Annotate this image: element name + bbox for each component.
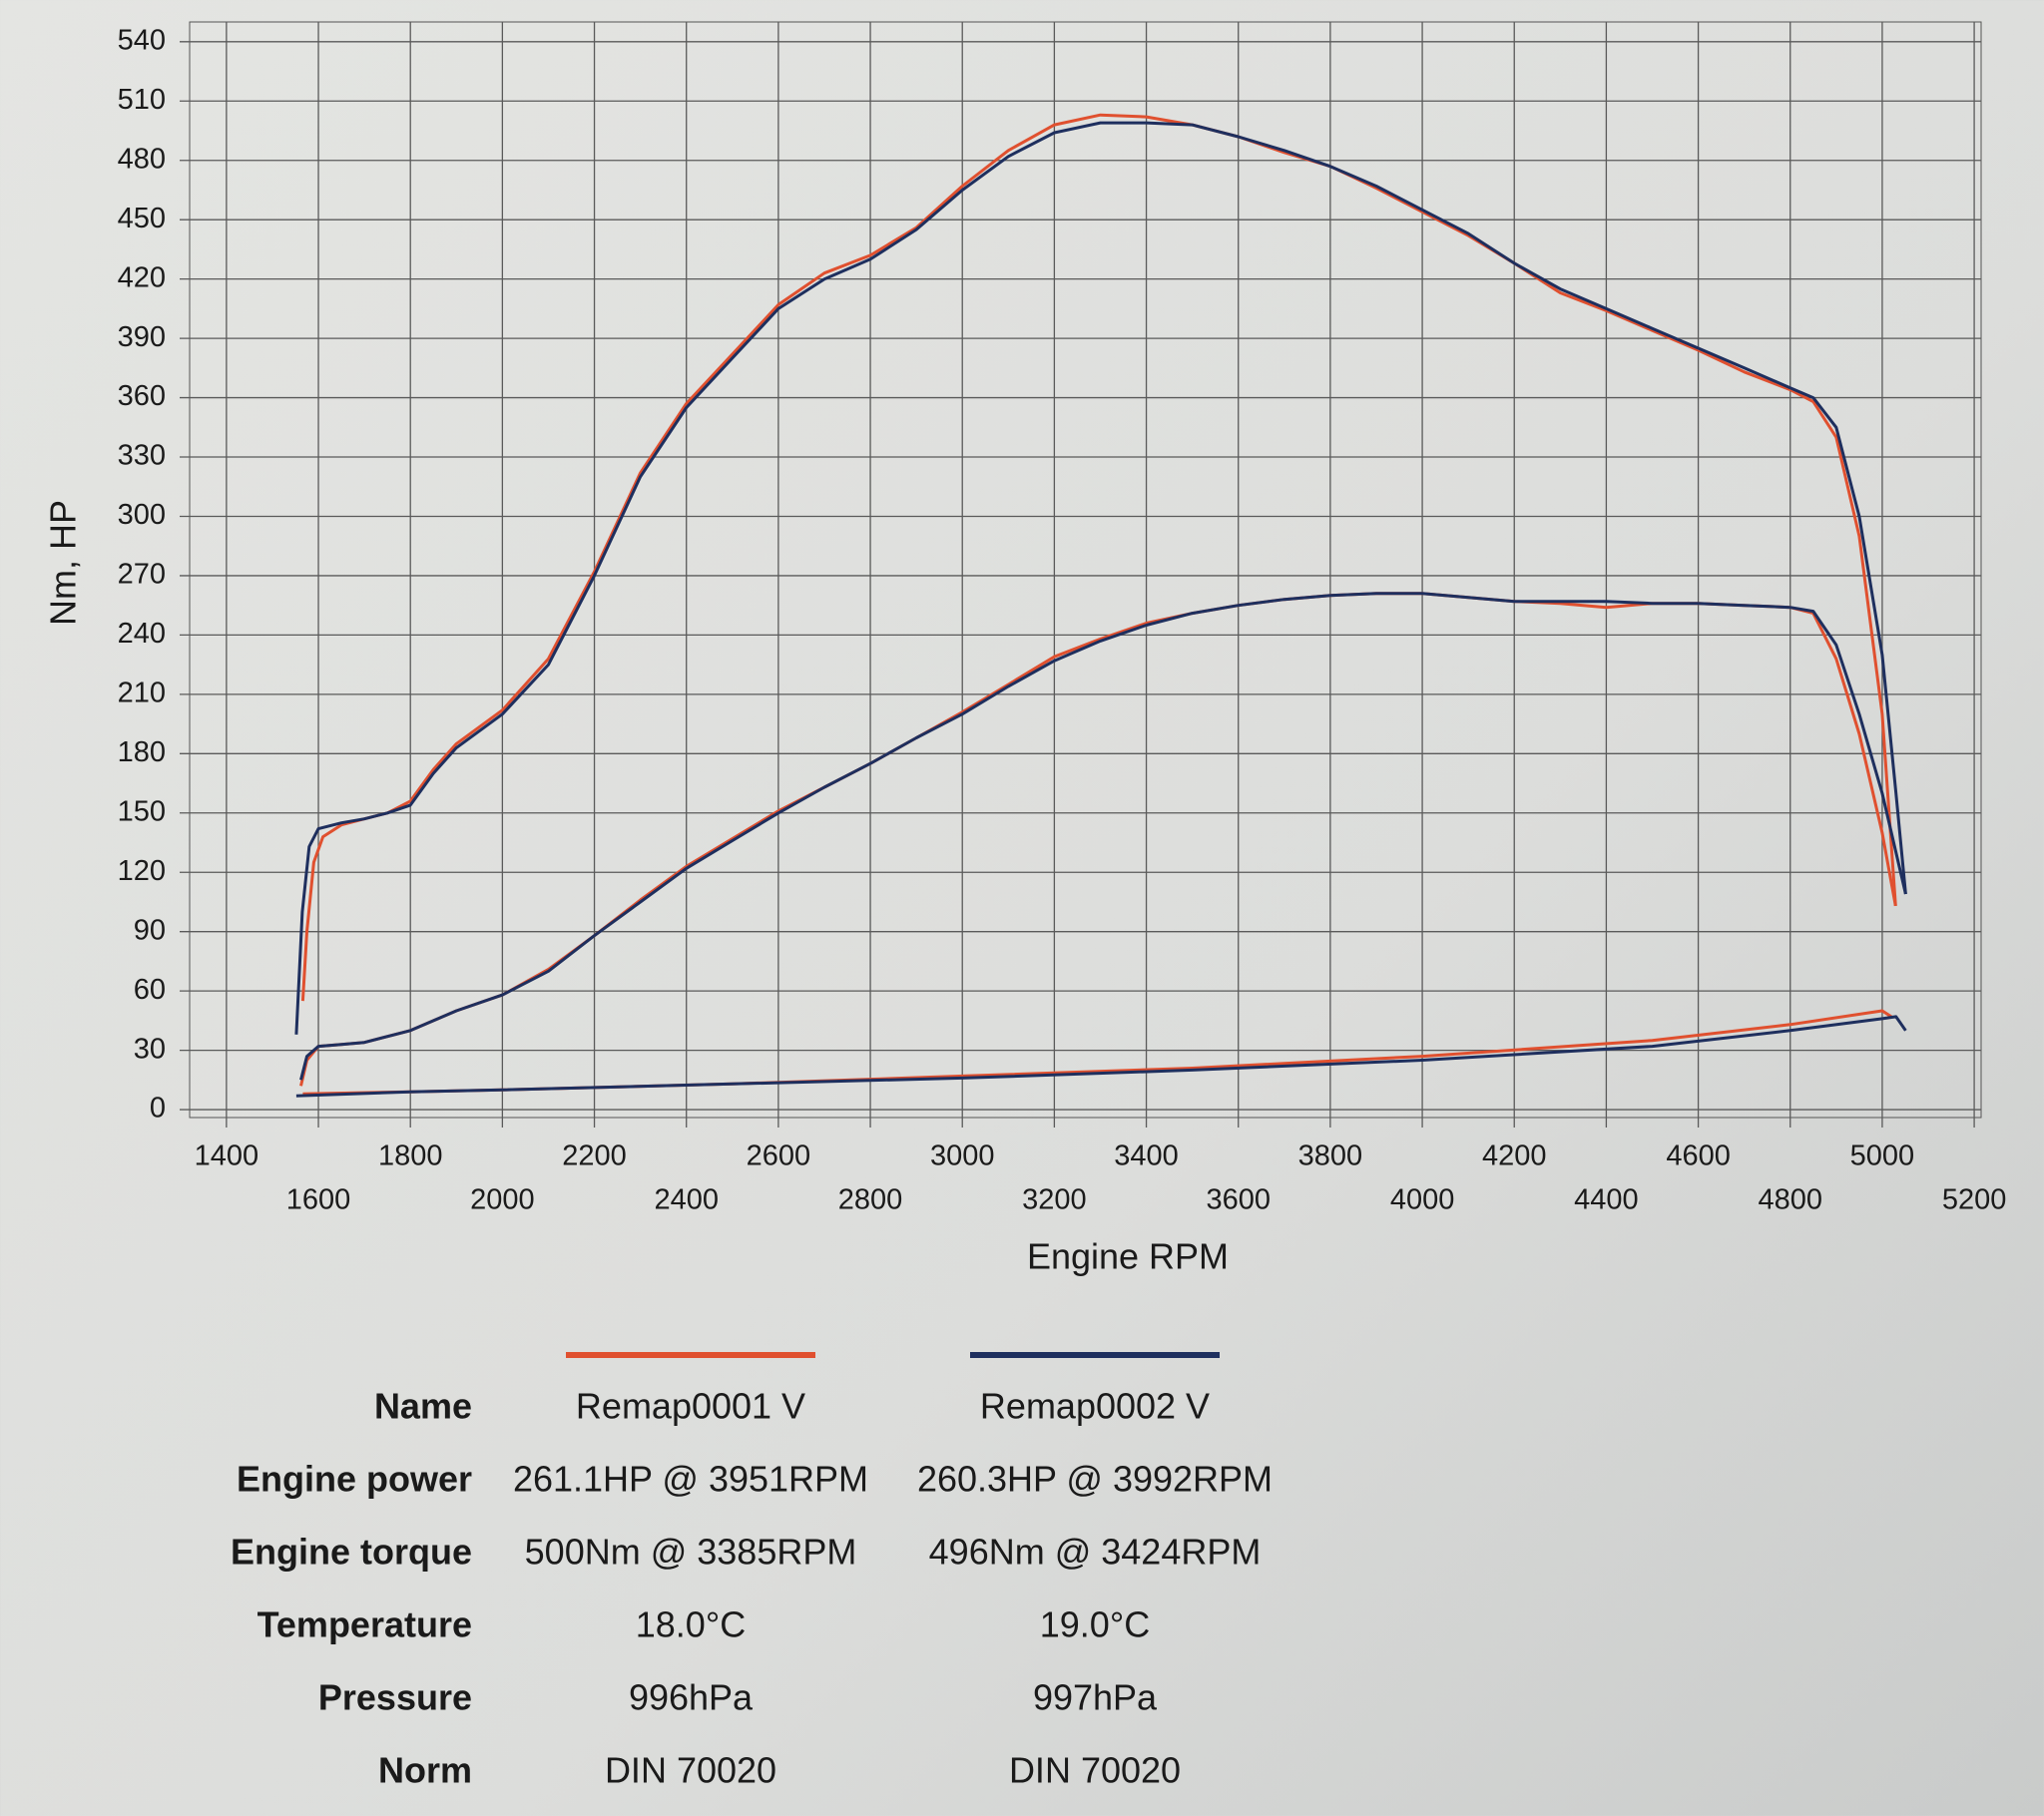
y-tick-label: 210 bbox=[118, 678, 166, 709]
row-label: Norm bbox=[378, 1750, 472, 1791]
x-tick-label: 2800 bbox=[838, 1184, 903, 1216]
y-tick-label: 300 bbox=[118, 499, 166, 531]
series-line bbox=[300, 113, 1897, 1002]
series-line bbox=[299, 592, 1907, 1081]
y-tick-label: 30 bbox=[134, 1033, 166, 1065]
x-tick-label: 4800 bbox=[1758, 1184, 1822, 1216]
y-tick-label: 90 bbox=[134, 914, 166, 946]
table-cell: 260.3HP @ 3992RPM bbox=[917, 1459, 1273, 1500]
x-tick-label: 3800 bbox=[1298, 1140, 1363, 1172]
table-cell: 997hPa bbox=[1033, 1677, 1158, 1718]
y-axis-label: Nm, HP bbox=[43, 500, 84, 626]
x-tick-label: 1800 bbox=[378, 1140, 443, 1172]
y-tick-label: 360 bbox=[118, 380, 166, 412]
x-tick-label: 3600 bbox=[1206, 1184, 1271, 1216]
row-label: Pressure bbox=[318, 1677, 472, 1718]
x-tick-label: 4000 bbox=[1390, 1184, 1455, 1216]
table-cell: 996hPa bbox=[629, 1677, 754, 1718]
row-label: Name bbox=[374, 1386, 472, 1427]
table-cell: 18.0°C bbox=[636, 1604, 746, 1645]
row-label: Engine power bbox=[237, 1459, 472, 1500]
y-tick-label: 240 bbox=[118, 618, 166, 650]
x-tick-label: 5200 bbox=[1942, 1184, 2007, 1216]
table-cell: 261.1HP @ 3951RPM bbox=[513, 1459, 868, 1500]
y-tick-label: 450 bbox=[118, 203, 166, 234]
y-tick-label: 330 bbox=[118, 440, 166, 472]
y-tick-label: 480 bbox=[118, 143, 166, 175]
x-tick-label: 3000 bbox=[930, 1140, 995, 1172]
x-tick-label: 5000 bbox=[1850, 1140, 1915, 1172]
table-cell: 496Nm @ 3424RPM bbox=[929, 1532, 1262, 1573]
table-cell: Remap0002 V bbox=[980, 1386, 1210, 1427]
table-cell: Remap0001 V bbox=[576, 1386, 805, 1427]
plot-area bbox=[189, 21, 1982, 1119]
y-tick-label: 60 bbox=[134, 974, 166, 1006]
x-tick-label: 2400 bbox=[654, 1184, 719, 1216]
table-cell: 19.0°C bbox=[1040, 1604, 1150, 1645]
x-tick-label: 1400 bbox=[195, 1140, 259, 1172]
y-tick-label: 420 bbox=[118, 261, 166, 293]
x-tick-label: 4400 bbox=[1574, 1184, 1639, 1216]
y-tick-label: 150 bbox=[118, 795, 166, 827]
series-line bbox=[302, 1009, 1892, 1096]
y-tick-label: 0 bbox=[150, 1093, 166, 1125]
x-tick-label: 4200 bbox=[1482, 1140, 1547, 1172]
x-tick-label: 1600 bbox=[286, 1184, 351, 1216]
x-tick-label: 4600 bbox=[1666, 1140, 1731, 1172]
x-axis-label: Engine RPM bbox=[1027, 1236, 1229, 1277]
x-tick-label: 2000 bbox=[470, 1184, 535, 1216]
x-tick-label: 2200 bbox=[562, 1140, 627, 1172]
x-tick-label: 3200 bbox=[1022, 1184, 1087, 1216]
x-tick-label: 2600 bbox=[747, 1140, 811, 1172]
row-label: Engine torque bbox=[231, 1532, 472, 1573]
y-tick-label: 510 bbox=[118, 84, 166, 116]
table-cell: 500Nm @ 3385RPM bbox=[525, 1532, 857, 1573]
x-tick-label: 3400 bbox=[1114, 1140, 1179, 1172]
y-tick-label: 270 bbox=[118, 559, 166, 591]
table-cell: DIN 70020 bbox=[605, 1750, 776, 1791]
y-tick-label: 390 bbox=[118, 321, 166, 353]
y-tick-label: 120 bbox=[118, 855, 166, 887]
series-line bbox=[295, 1015, 1907, 1098]
series-line bbox=[294, 121, 1907, 1035]
row-label: Temperature bbox=[257, 1604, 472, 1645]
table-cell: DIN 70020 bbox=[1009, 1750, 1181, 1791]
y-tick-label: 180 bbox=[118, 736, 166, 768]
y-tick-label: 540 bbox=[118, 24, 166, 56]
